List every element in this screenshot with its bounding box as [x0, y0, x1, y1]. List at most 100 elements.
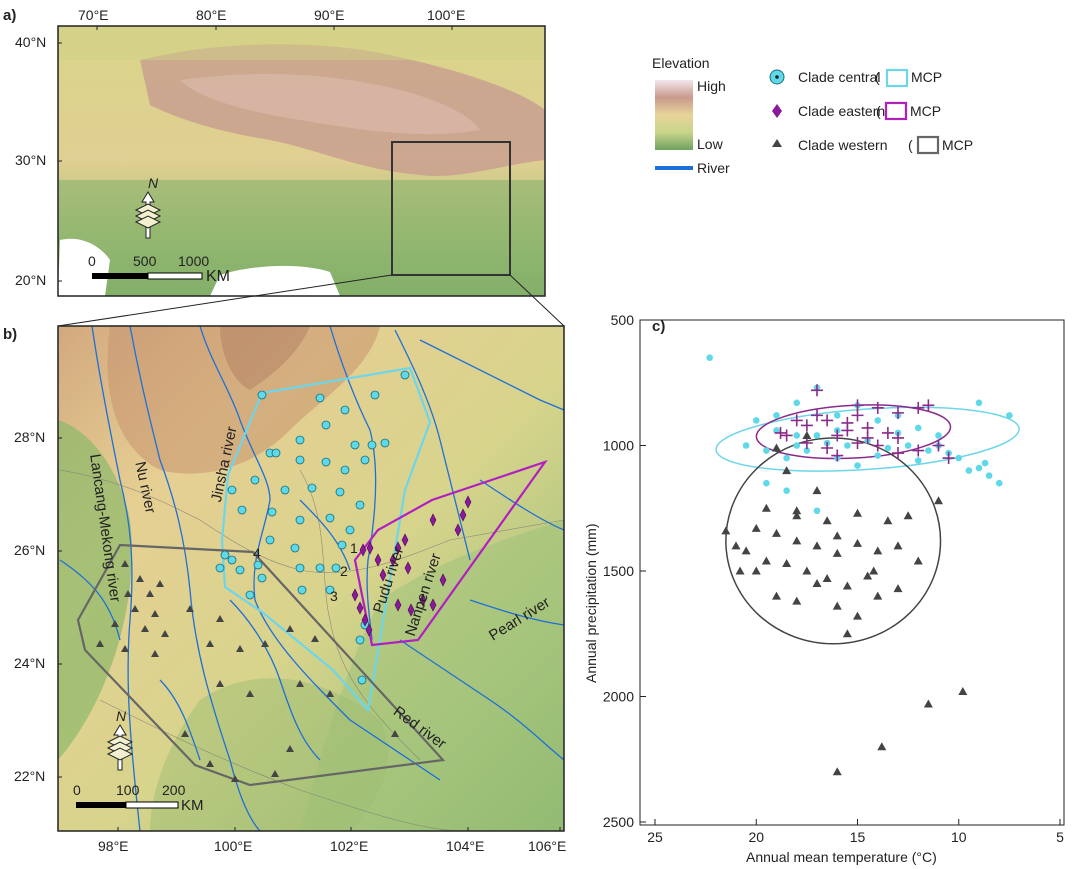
point-western [873, 546, 883, 555]
point-western [903, 511, 913, 520]
point-eastern [821, 442, 834, 455]
point-western [782, 558, 792, 567]
scale-bar-a [92, 272, 203, 280]
point-central [742, 442, 750, 449]
lon-tick-label: 70°E [78, 7, 109, 23]
point-western [721, 526, 731, 535]
point-central [752, 417, 760, 424]
point-central [874, 452, 882, 459]
point-eastern [892, 447, 904, 460]
point-western [751, 523, 761, 532]
legend-low: Low [697, 136, 723, 152]
point-western [832, 601, 842, 610]
point-western [731, 541, 741, 550]
point-central [914, 457, 922, 464]
point-central [833, 412, 841, 419]
western-sites [96, 560, 399, 782]
svg-text:N: N [116, 708, 127, 724]
point-western [822, 516, 832, 525]
legend-river: River [697, 160, 730, 176]
point-eastern [892, 431, 904, 444]
legend-elevation-title: Elevation [652, 55, 710, 71]
scale-tick: 200 [162, 782, 186, 798]
point-eastern [831, 429, 844, 442]
scale-tick: 1000 [178, 253, 210, 269]
point-western [958, 686, 968, 695]
point-central [793, 442, 801, 449]
point-western [913, 556, 923, 565]
point-central [763, 479, 770, 487]
point-central [884, 444, 892, 452]
point-western [822, 574, 832, 583]
y-axis-label: Annual precipitation (mm) [583, 523, 599, 683]
mcp-eastern [353, 459, 548, 647]
y-tick-label: 500 [611, 312, 635, 328]
lat-tick-label: 40°N [15, 34, 47, 50]
y-tick-label: 1500 [603, 563, 634, 579]
point-western [893, 541, 903, 550]
point-eastern [871, 439, 884, 452]
legend [655, 68, 940, 170]
legend-paren: ( [875, 69, 880, 85]
point-eastern [851, 436, 864, 449]
y-tick-label: 2500 [603, 814, 634, 830]
point-central [935, 432, 942, 439]
point-eastern [811, 409, 823, 422]
point-eastern [871, 401, 884, 414]
lat-tick-label: 28°N [14, 429, 46, 445]
point-central [773, 427, 780, 434]
scale-tick: 0 [88, 253, 96, 269]
mcp-central [220, 366, 432, 713]
lon-tick-label: 102°E [330, 838, 369, 854]
point-eastern [861, 431, 874, 444]
point-central [975, 399, 983, 407]
point-eastern [892, 406, 904, 419]
point-central [975, 464, 983, 472]
point-western [802, 566, 812, 575]
legend-clade-eastern: Clade eastern [798, 103, 886, 119]
panel-c-letter: c) [652, 318, 666, 335]
point-central [874, 417, 882, 424]
legend-high: High [697, 78, 726, 94]
point-eastern [780, 429, 793, 442]
lon-tick-label: 100°E [214, 838, 253, 854]
scale-unit: KM [181, 797, 204, 814]
elevation-colorbar [655, 80, 693, 150]
x-tick-label: 10 [951, 829, 967, 845]
sea [210, 265, 340, 296]
scale-tick: 0 [73, 782, 81, 798]
point-central [1006, 412, 1013, 419]
point-central [955, 454, 963, 462]
point-western [792, 596, 802, 605]
point-western [832, 767, 842, 776]
point-western [735, 566, 745, 575]
point-eastern [922, 399, 935, 412]
point-central [793, 432, 801, 439]
point-eastern [774, 426, 787, 439]
lat-tick-label: 20°N [15, 272, 47, 288]
point-western [772, 591, 781, 600]
point-western [812, 579, 822, 588]
point-western [873, 591, 883, 600]
y-tick-label: 2000 [603, 689, 634, 705]
lon-tick-label: 80°E [196, 7, 227, 23]
point-central [803, 447, 811, 454]
point-eastern [800, 436, 813, 449]
point-western [934, 496, 943, 505]
site-number: 3 [330, 588, 338, 604]
point-eastern [912, 401, 925, 414]
point-central [813, 432, 821, 439]
point-central [965, 467, 973, 474]
lat-tick-label: 26°N [14, 542, 46, 558]
point-eastern [932, 439, 945, 452]
point-eastern [831, 449, 844, 462]
point-western [842, 581, 852, 590]
point-western [877, 742, 887, 751]
point-central [995, 479, 1003, 487]
study-area-inset-box [391, 141, 511, 276]
point-western [802, 430, 812, 439]
lon-tick-label: 98°E [98, 838, 129, 854]
mcp-western [76, 543, 446, 787]
north-arrow-icon: N [134, 175, 162, 239]
site-number: 2 [340, 563, 348, 579]
